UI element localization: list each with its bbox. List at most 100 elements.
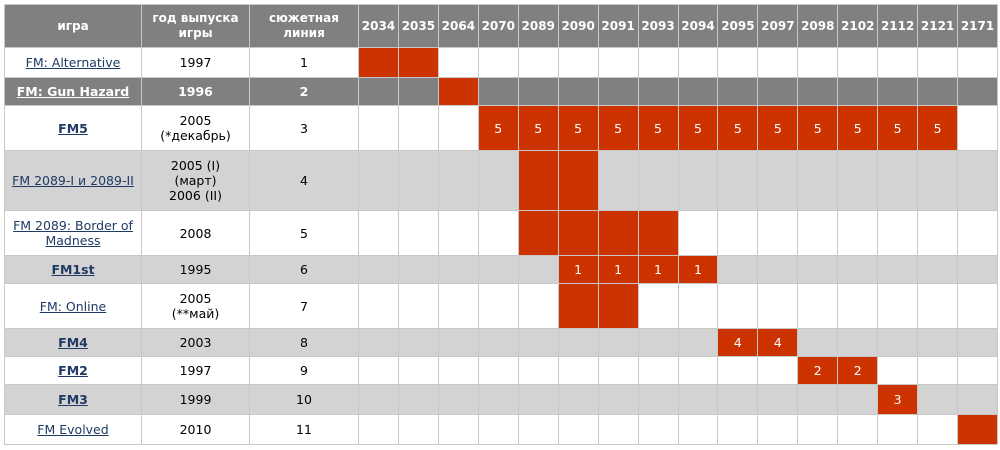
game-cell: FM: Online [4, 283, 142, 329]
timeline-empty [957, 283, 998, 329]
game-row: FM2 1997 9 2 2 [4, 356, 998, 385]
game-cell: FM 2089: Border of Madness [4, 210, 142, 256]
timeline-empty [677, 356, 719, 385]
timeline-empty [437, 150, 479, 211]
mark-label: 5 [853, 120, 862, 136]
timeline-empty [677, 77, 719, 106]
timeline-mark [557, 150, 599, 211]
game-row: FM: Alternative 1997 1 [4, 47, 998, 78]
timeline-empty [637, 328, 679, 357]
timeline-empty [957, 105, 998, 151]
timeline-mark [358, 47, 399, 78]
storyline-cell: 8 [249, 328, 359, 357]
timeline-empty [837, 150, 879, 211]
game-link[interactable]: FM1st [51, 262, 95, 277]
timeline-empty [397, 255, 439, 284]
game-cell: FM5 [4, 105, 142, 151]
timeline-empty [677, 283, 719, 329]
timeline-empty [597, 384, 639, 415]
mark-label: 1 [654, 262, 662, 277]
timeline-empty [477, 384, 519, 415]
timeline-empty [877, 283, 919, 329]
game-link[interactable]: FM5 [58, 120, 88, 136]
mark-label: 5 [614, 120, 623, 136]
timeline-empty [837, 77, 879, 106]
release-cell: 1995 [141, 255, 250, 284]
timeline-empty [397, 210, 439, 256]
game-cell: FM: Gun Hazard [4, 77, 142, 106]
timeline-empty [917, 210, 959, 256]
year-header: 2035 [397, 4, 439, 48]
release-cell: 2003 [141, 328, 250, 357]
release-cell: 2005 (*декабрь) [141, 105, 250, 151]
game-link[interactable]: FM 2089: Border of Madness [13, 218, 133, 248]
header-cell: игра [4, 4, 142, 48]
game-row: FM 2089: Border of Madness 2008 5 [4, 210, 998, 256]
timeline-empty [957, 356, 998, 385]
game-cell: FM4 [4, 328, 142, 357]
year-header: 2093 [637, 4, 679, 48]
storyline-cell: 4 [249, 150, 359, 211]
timeline-empty [437, 47, 479, 78]
mark-label: 5 [773, 120, 782, 136]
mark-label: 1 [614, 262, 623, 277]
game-link[interactable]: FM: Gun Hazard [16, 84, 130, 99]
game-link[interactable]: FM4 [58, 335, 88, 350]
timeline-empty [797, 210, 839, 256]
game-link[interactable]: FM2 [58, 363, 88, 378]
timeline-empty [597, 150, 639, 211]
storyline-cell: 6 [249, 255, 359, 284]
timeline-empty [358, 283, 399, 329]
year-header: 2097 [757, 4, 799, 48]
timeline-empty [837, 328, 879, 357]
mark-label: 4 [773, 335, 782, 350]
timeline-mark: 5 [557, 105, 599, 151]
timeline-empty [597, 414, 639, 445]
timeline-empty [797, 384, 839, 415]
timeline-empty [677, 150, 719, 211]
game-link[interactable]: FM: Online [39, 298, 107, 314]
timeline-empty [358, 150, 399, 211]
timeline-empty [358, 210, 399, 256]
timeline-empty [917, 255, 959, 284]
timeline-mark [557, 210, 599, 256]
game-link[interactable]: FM3 [58, 392, 88, 407]
timeline-empty [717, 210, 759, 256]
game-row: FM Evolved 2010 11 [4, 414, 998, 445]
mark-label: 5 [654, 120, 662, 136]
mark-label: 5 [494, 120, 503, 136]
timeline-empty [837, 47, 879, 78]
timeline-empty [358, 328, 399, 357]
timeline-empty [797, 77, 839, 106]
timeline-mark: 5 [717, 105, 759, 151]
timeline-empty [477, 414, 519, 445]
game-link[interactable]: FM Evolved [37, 422, 109, 437]
timeline-empty [557, 414, 599, 445]
timeline-empty [877, 150, 919, 211]
timeline-empty [917, 47, 959, 78]
timeline-empty [477, 328, 519, 357]
game-link[interactable]: FM 2089-I и 2089-II [12, 173, 134, 188]
year-header: 2094 [677, 4, 719, 48]
storyline-cell: 1 [249, 47, 359, 78]
timeline-empty [797, 283, 839, 329]
timeline-empty [477, 47, 519, 78]
timeline-mark: 3 [877, 384, 919, 415]
timeline-empty [677, 328, 719, 357]
timeline-empty [517, 328, 559, 357]
game-link[interactable]: FM: Alternative [25, 55, 121, 70]
timeline-empty [837, 210, 879, 256]
timeline-empty [437, 328, 479, 357]
timeline-empty [557, 328, 599, 357]
timeline-mark: 5 [757, 105, 799, 151]
game-cell: FM: Alternative [4, 47, 142, 78]
game-row: FM1st 1995 6 1 1 1 1 [4, 255, 998, 284]
timeline-empty [757, 283, 799, 329]
timeline-mark: 5 [597, 105, 639, 151]
timeline-empty [437, 105, 479, 151]
timeline-empty [957, 255, 998, 284]
timeline-empty [437, 255, 479, 284]
timeline-mark: 2 [837, 356, 879, 385]
timeline-mark [957, 414, 998, 445]
timeline-empty [397, 356, 439, 385]
